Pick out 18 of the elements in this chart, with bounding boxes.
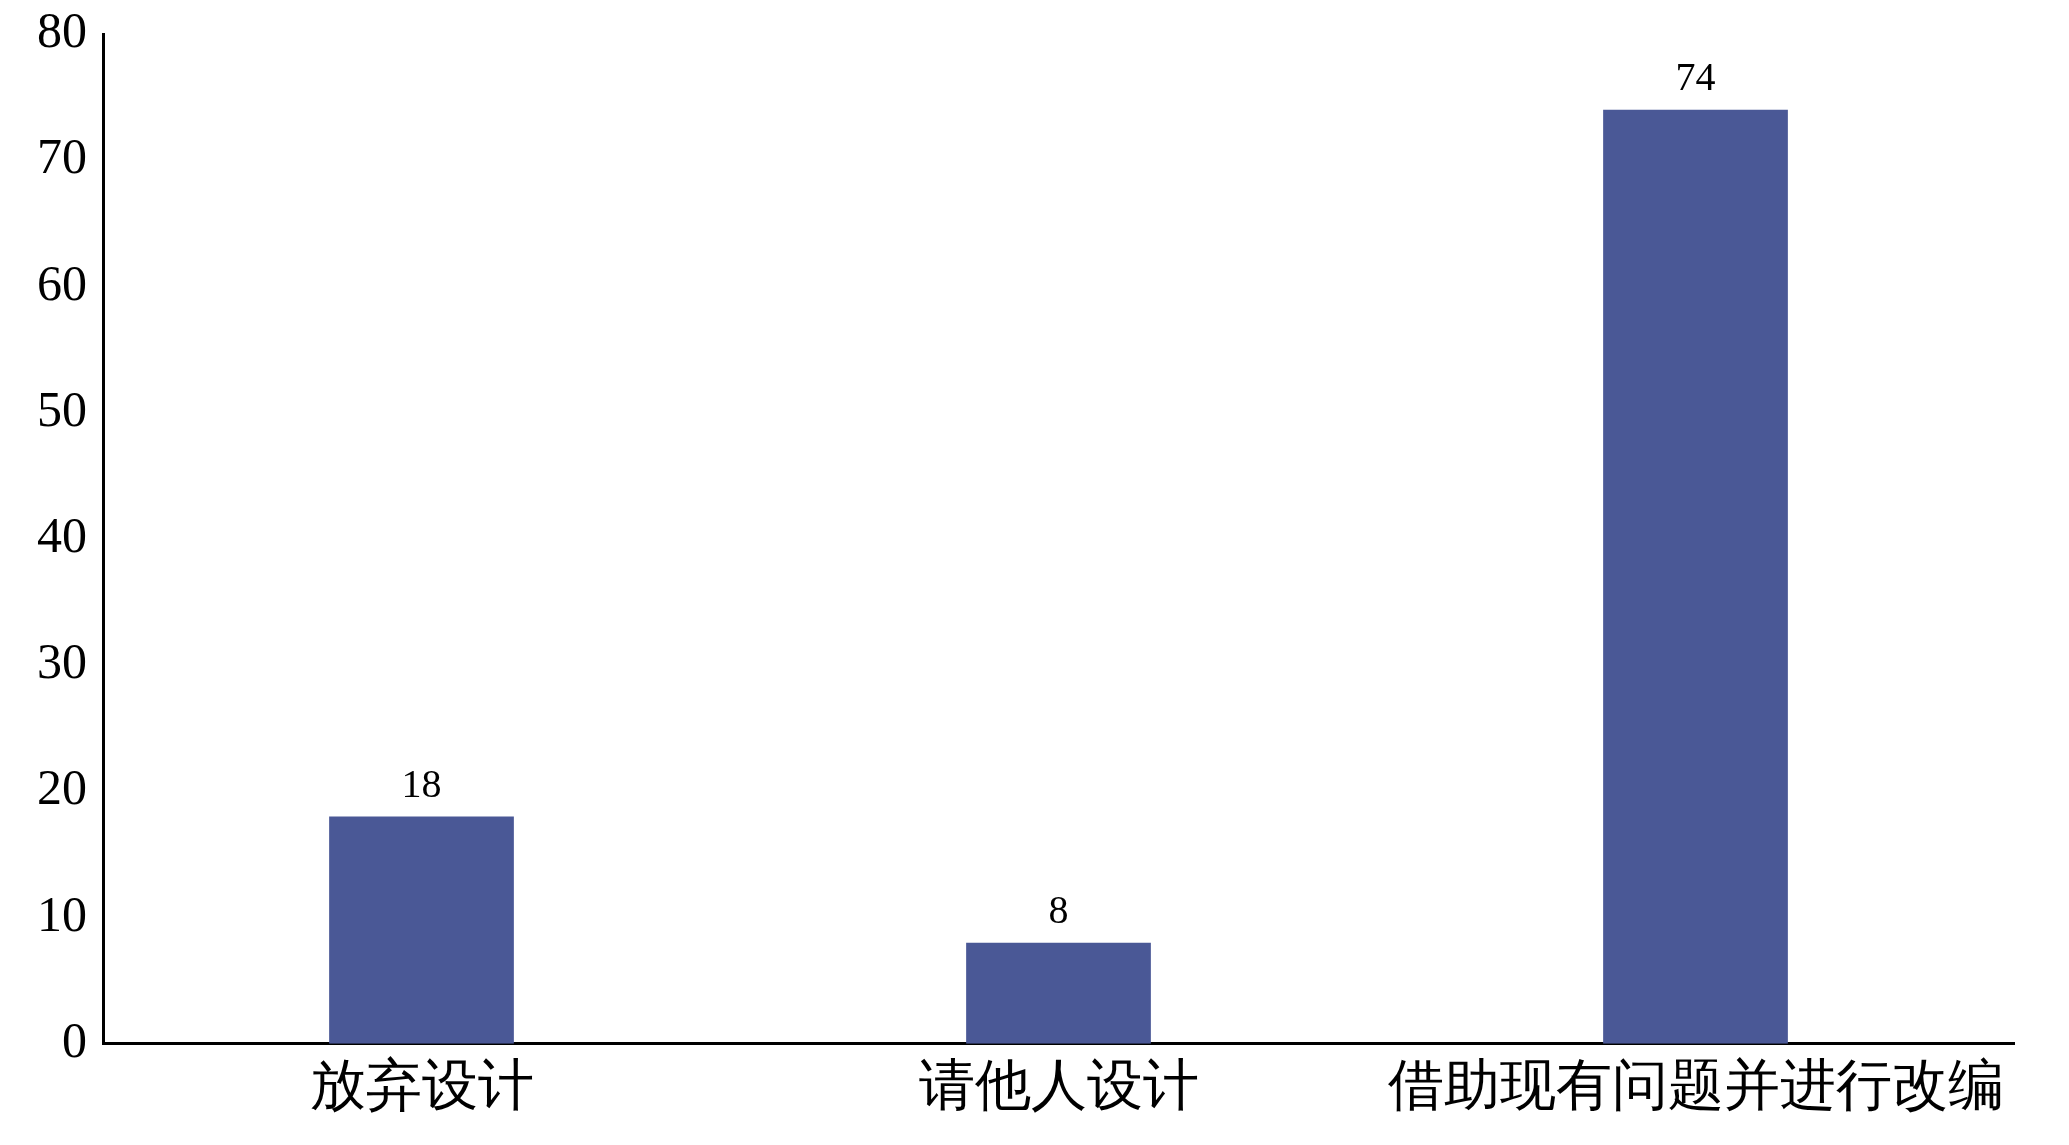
y-tick-label: 70 <box>37 128 87 185</box>
y-tick-label: 0 <box>62 1011 87 1068</box>
y-tick-label: 40 <box>37 507 87 564</box>
data-label: 8 <box>1048 887 1069 933</box>
bar <box>1603 109 1788 1044</box>
data-label: 18 <box>401 761 442 807</box>
y-tick-label: 10 <box>37 885 87 942</box>
y-tick-label: 50 <box>37 380 87 437</box>
y-tick-label: 30 <box>37 633 87 690</box>
bar <box>966 942 1151 1044</box>
x-tick-label: 借助现有问题并进行改编 <box>1387 1054 2004 1117</box>
y-tick-label: 60 <box>37 254 87 311</box>
x-tick-label: 请他人设计 <box>918 1054 1199 1117</box>
data-label: 74 <box>1675 54 1716 100</box>
bar <box>329 816 514 1044</box>
y-tick-label: 80 <box>37 2 87 59</box>
x-tick-label: 放弃设计 <box>309 1054 534 1117</box>
y-tick-label: 20 <box>37 759 87 816</box>
